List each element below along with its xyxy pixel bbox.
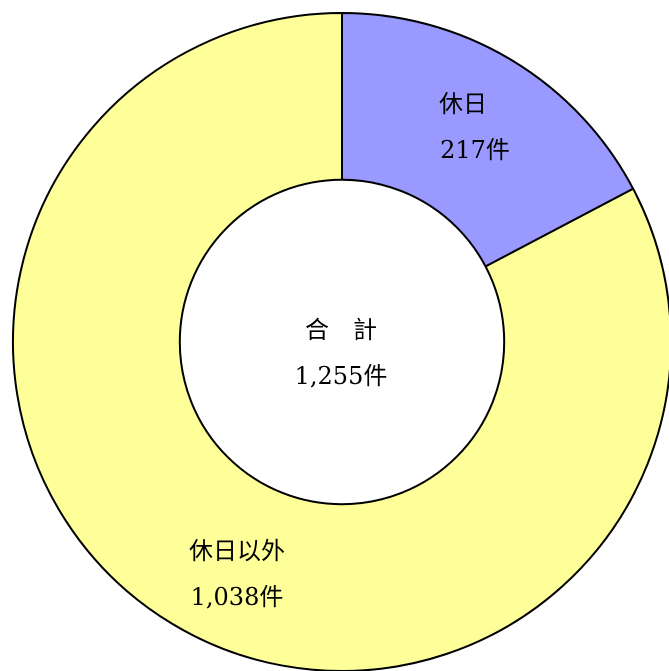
slice-label-holiday-value: 217件	[440, 136, 510, 164]
slice-label-non-holiday-value: 1,038件	[191, 583, 284, 611]
center-total-label: 合 計	[305, 316, 377, 344]
slice-label-non-holiday-name: 休日以外	[189, 537, 285, 565]
donut-center-hole	[178, 178, 506, 506]
slice-label-holiday-name: 休日	[439, 90, 487, 118]
center-total-value: 1,255件	[295, 362, 388, 390]
